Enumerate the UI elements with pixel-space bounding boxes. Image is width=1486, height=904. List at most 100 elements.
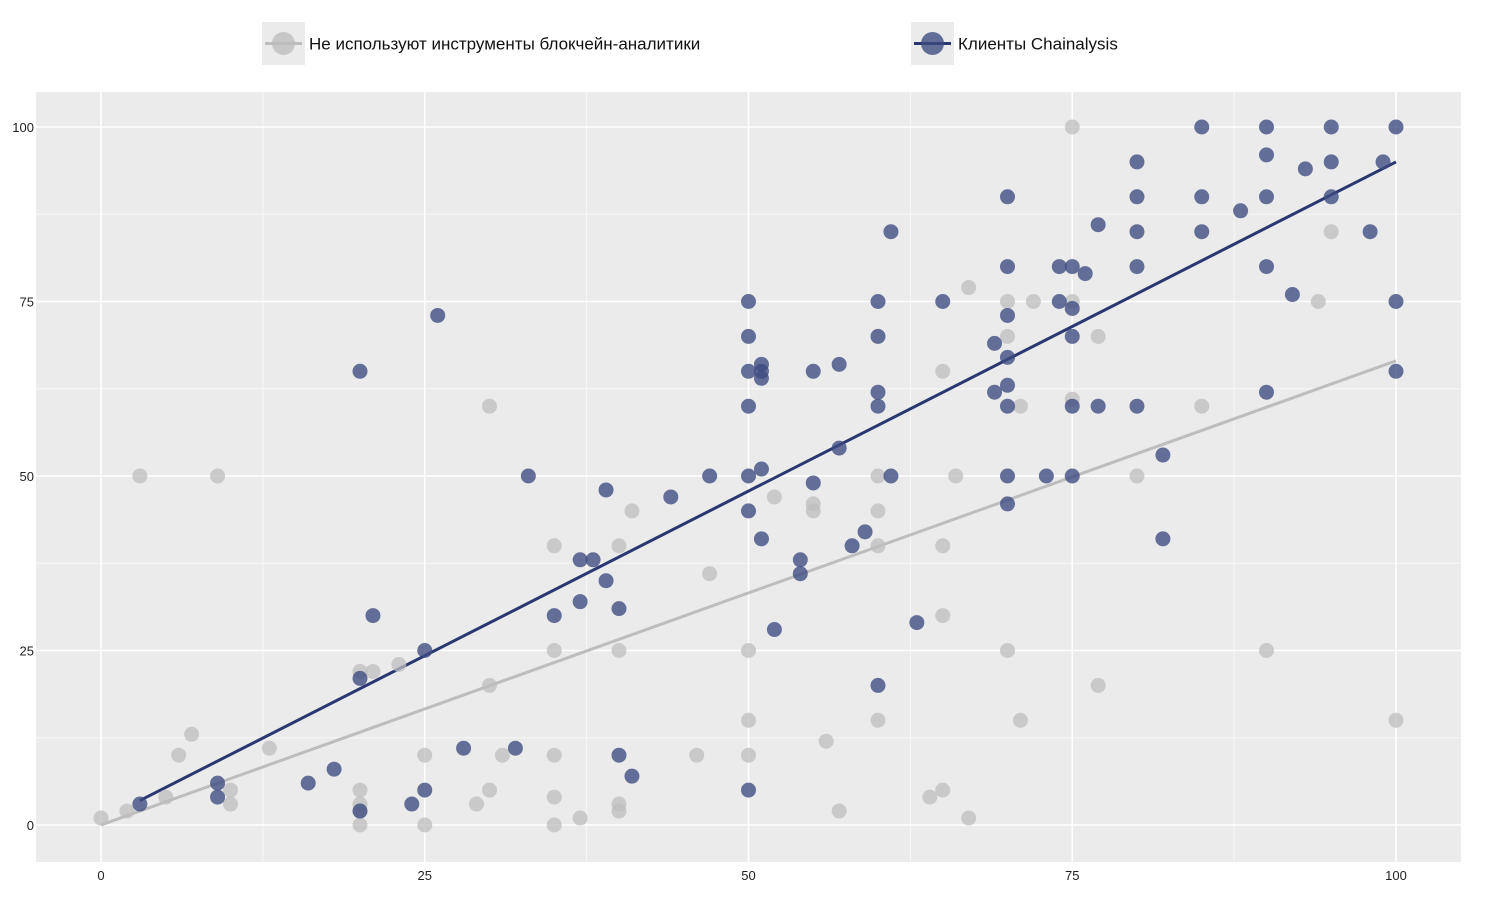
- data-point-series-2: [702, 468, 718, 484]
- data-point-series-2: [1090, 217, 1106, 233]
- data-point-series-2: [1194, 119, 1210, 135]
- data-point-series-2: [805, 475, 821, 491]
- data-point-series-2: [1064, 300, 1080, 316]
- data-point-series-2: [598, 482, 614, 498]
- data-point-series-1: [1000, 328, 1015, 344]
- data-point-series-2: [870, 677, 886, 693]
- trendline-series-2: [139, 160, 1397, 802]
- data-point-series-1: [611, 643, 627, 658]
- data-point-series-2: [1000, 259, 1015, 275]
- data-point-series-1: [1025, 294, 1041, 309]
- trendline-series-1: [100, 359, 1397, 827]
- data-point-series-2: [792, 566, 808, 582]
- data-point-series-1: [702, 566, 718, 582]
- data-point-series-1: [935, 782, 951, 798]
- data-point-series-1: [223, 796, 238, 812]
- legend: Не используют инструменты блокчейн-анали…: [262, 22, 1118, 65]
- data-point-series-1: [546, 643, 562, 658]
- data-point-series-2: [1259, 384, 1274, 400]
- data-point-series-2: [1323, 154, 1339, 170]
- data-point-series-2: [1194, 189, 1210, 205]
- data-point-series-2: [831, 356, 847, 372]
- data-point-series-2: [753, 461, 769, 477]
- legend-label-2: Клиенты Chainalysis: [958, 35, 1118, 54]
- data-point-series-1: [417, 747, 433, 763]
- data-point-series-1: [352, 782, 368, 798]
- data-point-series-2: [1129, 154, 1145, 170]
- data-point-series-1: [365, 663, 381, 679]
- data-point-series-2: [572, 594, 588, 610]
- data-point-series-2: [741, 363, 756, 379]
- data-point-series-2: [1388, 294, 1404, 309]
- data-point-series-2: [210, 775, 226, 791]
- data-point-series-2: [792, 552, 808, 568]
- data-point-series-2: [870, 294, 886, 309]
- x-tick-label: 0: [97, 868, 104, 883]
- data-point-series-1: [689, 747, 705, 763]
- data-point-series-2: [1000, 377, 1015, 393]
- data-point-series-2: [352, 363, 368, 379]
- data-point-series-2: [352, 670, 368, 686]
- data-point-series-1: [223, 782, 238, 798]
- legend-marker-2: [921, 32, 944, 55]
- data-point-series-1: [417, 817, 433, 833]
- data-point-series-2: [1388, 363, 1404, 379]
- data-point-series-2: [753, 531, 769, 547]
- data-point-series-1: [870, 503, 886, 519]
- data-point-series-2: [844, 538, 860, 554]
- data-point-series-2: [1000, 398, 1015, 414]
- data-point-series-1: [171, 747, 187, 763]
- data-point-series-2: [585, 552, 601, 568]
- data-point-series-2: [417, 782, 433, 798]
- data-point-series-2: [987, 384, 1003, 400]
- data-point-series-2: [741, 503, 756, 519]
- data-point-series-1: [948, 468, 964, 484]
- data-point-series-1: [119, 803, 135, 819]
- data-point-series-1: [261, 740, 277, 756]
- y-tick-label: 25: [20, 644, 34, 659]
- data-point-series-2: [1323, 119, 1339, 135]
- data-point-series-1: [961, 280, 977, 296]
- data-point-series-1: [1129, 468, 1145, 484]
- data-point-series-2: [766, 622, 782, 638]
- data-point-series-2: [870, 328, 886, 344]
- data-point-series-1: [935, 608, 951, 624]
- x-tick-label: 100: [1385, 868, 1407, 883]
- data-point-series-2: [1155, 531, 1171, 547]
- data-point-series-2: [210, 789, 226, 805]
- data-point-series-2: [572, 552, 588, 568]
- data-point-series-2: [456, 740, 472, 756]
- y-tick-label: 75: [20, 295, 34, 310]
- data-point-series-1: [1012, 712, 1028, 728]
- data-point-series-2: [753, 356, 769, 372]
- data-point-series-1: [611, 538, 627, 554]
- data-point-series-2: [326, 761, 342, 777]
- data-point-series-2: [741, 328, 756, 344]
- data-point-series-2: [1233, 203, 1249, 219]
- data-point-series-2: [870, 398, 886, 414]
- data-point-series-1: [1090, 328, 1106, 344]
- y-tick-label: 100: [12, 120, 34, 135]
- data-point-series-1: [352, 817, 368, 833]
- data-point-series-2: [546, 608, 562, 624]
- data-point-series-2: [1323, 189, 1339, 205]
- data-point-series-2: [1388, 119, 1404, 135]
- data-point-series-1: [391, 656, 407, 672]
- data-point-series-1: [961, 810, 977, 826]
- data-point-series-2: [741, 398, 756, 414]
- data-point-series-1: [741, 712, 756, 728]
- data-point-series-2: [1259, 119, 1274, 135]
- data-point-series-2: [1259, 147, 1274, 163]
- data-point-series-2: [430, 307, 446, 323]
- x-tick-label: 75: [1065, 868, 1079, 883]
- data-point-series-1: [766, 489, 782, 505]
- data-point-series-2: [624, 768, 640, 784]
- data-point-series-1: [1064, 119, 1080, 135]
- data-points: [93, 119, 1404, 833]
- data-point-series-1: [546, 538, 562, 554]
- data-point-series-1: [870, 468, 886, 484]
- data-point-series-2: [883, 468, 899, 484]
- data-point-series-1: [870, 712, 886, 728]
- data-point-series-2: [741, 468, 756, 484]
- data-point-series-1: [611, 796, 627, 812]
